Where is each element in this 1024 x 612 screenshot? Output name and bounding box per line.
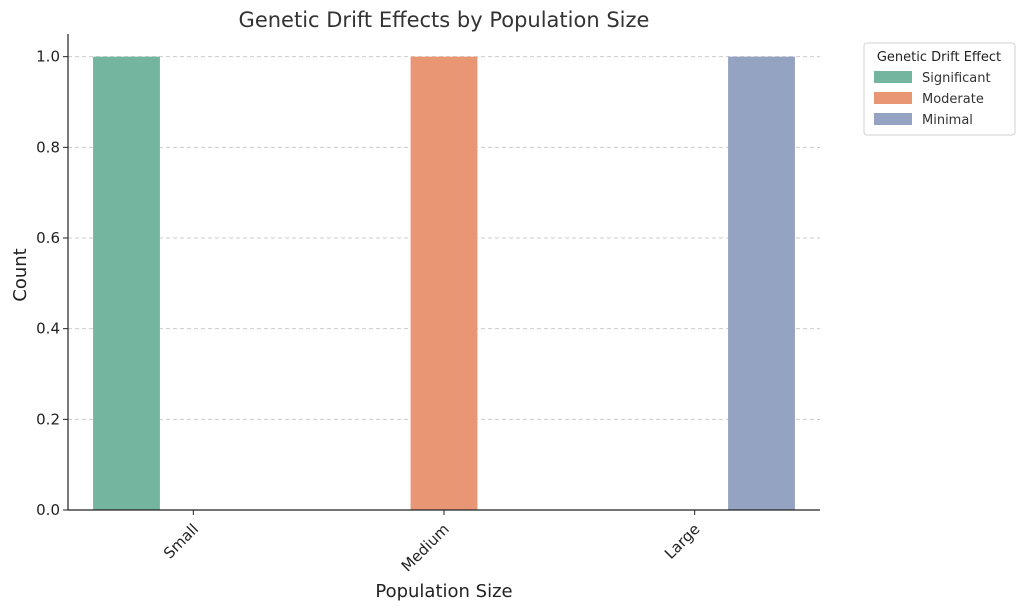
legend: Genetic Drift Effect Significant Moderate… (863, 42, 1016, 136)
y-ticks: 0.0 0.2 0.4 0.6 0.8 1.0 (36, 48, 68, 519)
x-ticks: Small Medium Large (160, 510, 704, 575)
bar-medium-moderate (410, 56, 478, 511)
legend-label: Significant (922, 71, 991, 86)
grid-lines (68, 56, 820, 420)
chart-title: Genetic Drift Effects by Population Size (239, 8, 650, 32)
legend-swatch-minimal (874, 113, 912, 125)
legend-label: Minimal (922, 113, 973, 128)
y-tick-label: 0.2 (36, 410, 60, 428)
x-tick-label: Medium (398, 520, 453, 575)
legend-title: Genetic Drift Effect (877, 50, 1001, 65)
legend-frame (863, 42, 1016, 136)
legend-label: Moderate (922, 92, 984, 107)
bars (93, 56, 795, 511)
legend-swatch-moderate (874, 92, 912, 104)
legend-swatch-significant (874, 71, 912, 83)
bar-large-minimal (728, 56, 795, 511)
y-tick-label: 0.0 (36, 501, 60, 519)
y-tick-label: 1.0 (36, 48, 60, 66)
y-tick-label: 0.6 (36, 229, 60, 247)
legend-items: Significant Moderate Minimal (874, 71, 991, 128)
y-axis-label: Count (10, 248, 31, 301)
x-axis-label: Population Size (375, 581, 512, 602)
y-tick-label: 0.4 (36, 320, 60, 338)
bar-small-significant (93, 56, 160, 511)
x-tick-label: Large (661, 520, 704, 563)
y-tick-label: 0.8 (36, 138, 60, 156)
x-tick-label: Small (160, 520, 202, 562)
